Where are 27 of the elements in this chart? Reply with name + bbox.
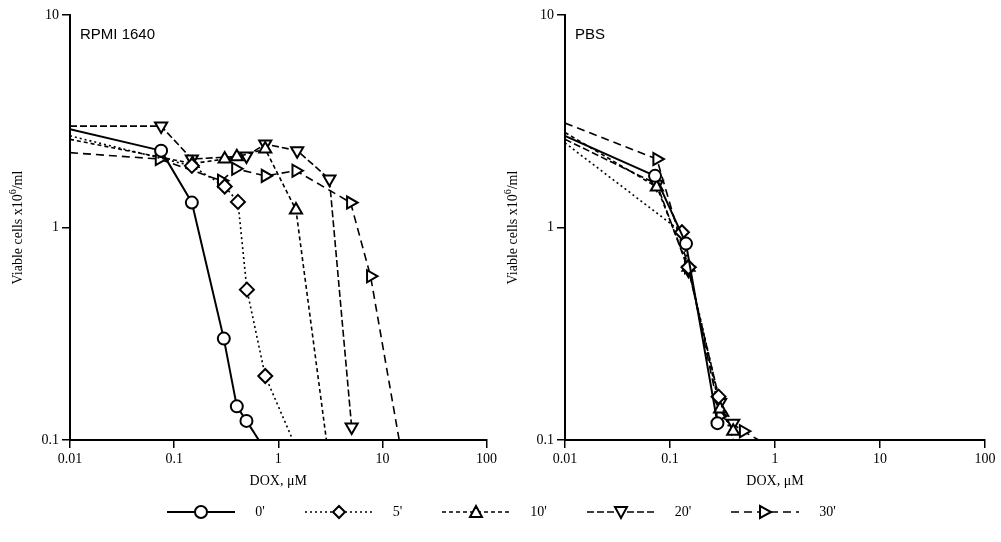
y-tick-label: 10 <box>45 6 59 22</box>
y-tick-label: 0.1 <box>536 431 554 447</box>
legend-label: 10' <box>530 504 547 520</box>
text: PBS <box>575 24 606 42</box>
x-tick-label: 100 <box>974 451 996 467</box>
x-tick-label: 1 <box>771 451 779 467</box>
legend-label: 5' <box>392 504 403 520</box>
y-tick-label: 10 <box>540 6 554 22</box>
x-axis-title: DOX, μM <box>249 472 308 488</box>
x-tick-label: 0.01 <box>552 451 578 467</box>
x-tick-label: 0.1 <box>165 451 183 467</box>
legend-label: 30' <box>819 504 836 520</box>
x-tick-label: 10 <box>375 451 390 467</box>
legend-label: 0' <box>255 504 265 520</box>
y-tick-label: 0.1 <box>41 431 59 447</box>
y-axis-title: Viable cells x106/ml <box>501 170 520 285</box>
legend-label: 20' <box>674 504 692 520</box>
x-tick-label: 0.1 <box>661 451 679 467</box>
y-axis-title: Viable cells x106/ml <box>6 170 25 285</box>
x-tick-label: 10 <box>873 451 887 467</box>
y-tick-label: 1 <box>52 219 59 235</box>
x-axis-title: DOX, μM <box>746 472 805 488</box>
x-tick-label: 100 <box>476 451 497 467</box>
x-tick-label: 1 <box>274 451 282 467</box>
text: RPMI 1640 <box>80 24 156 42</box>
y-tick-label: 1 <box>547 219 554 235</box>
x-tick-label: 0.01 <box>57 451 83 467</box>
